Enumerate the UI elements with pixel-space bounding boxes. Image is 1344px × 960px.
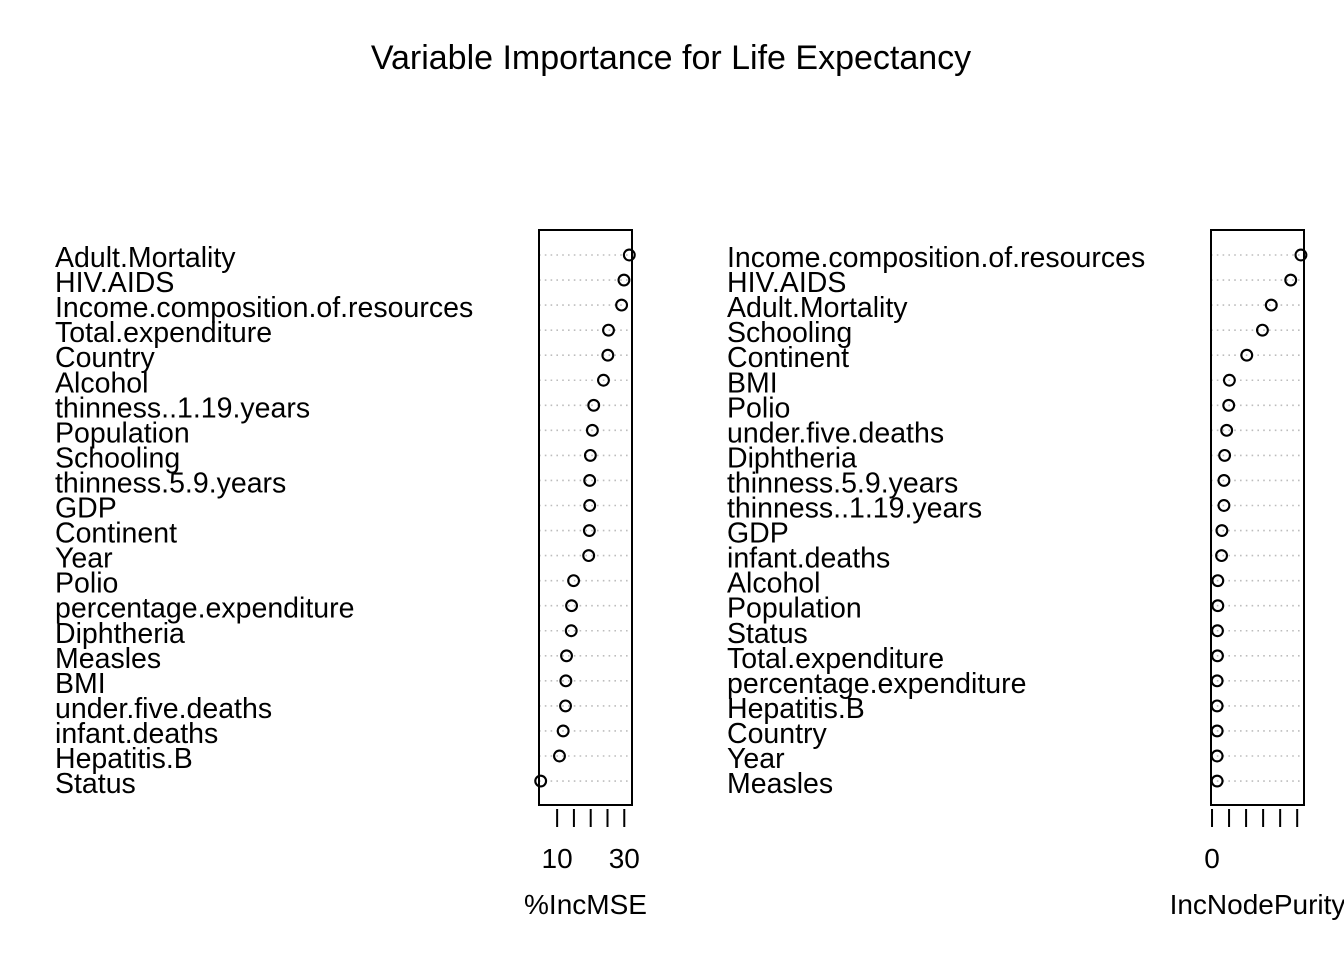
tick-label: 0 — [1204, 843, 1220, 874]
data-point — [1222, 398, 1236, 412]
row-label: percentage.expenditure — [55, 593, 354, 625]
data-point — [622, 248, 636, 262]
data-point — [585, 423, 599, 437]
data-point — [1220, 423, 1234, 437]
data-point — [567, 574, 581, 588]
plot-frame — [1210, 229, 1305, 806]
data-point — [615, 298, 629, 312]
data-point — [1294, 248, 1308, 262]
row-label: infant.deaths — [727, 543, 890, 575]
data-point — [1211, 624, 1224, 638]
row-label: Polio — [55, 568, 118, 600]
row-label: Measles — [55, 643, 161, 675]
data-point — [587, 398, 601, 412]
data-point — [534, 774, 548, 788]
data-point — [583, 448, 597, 462]
row-label: Population — [727, 593, 862, 625]
row-label: GDP — [55, 493, 117, 525]
data-point — [1218, 448, 1232, 462]
data-point — [560, 649, 573, 663]
row-label: Schooling — [55, 442, 180, 474]
row-label: Income.composition.of.resources — [727, 242, 1145, 274]
row-label: Adult.Mortality — [727, 292, 908, 324]
row-label: Alcohol — [55, 367, 148, 399]
data-point — [583, 499, 597, 512]
chart-title: Variable Importance for Life Expectancy — [371, 39, 971, 77]
data-point — [1215, 549, 1229, 563]
data-point — [565, 599, 579, 613]
row-label: GDP — [727, 518, 789, 550]
row-label: Total.expenditure — [727, 643, 944, 675]
row-label: Year — [727, 743, 785, 775]
row-label: Total.expenditure — [55, 317, 272, 349]
row-label: Alcohol — [727, 568, 820, 600]
row-label: Status — [727, 618, 808, 650]
row-label: BMI — [55, 668, 106, 700]
x-axis-label: %IncMSE — [524, 889, 647, 920]
data-point — [1264, 298, 1278, 312]
tick-label: 10 — [542, 843, 573, 874]
data-point — [1215, 524, 1229, 537]
row-label: infant.deaths — [55, 718, 218, 750]
data-point — [1211, 599, 1225, 613]
row-label: Continent — [727, 342, 849, 374]
row-label: Schooling — [727, 317, 852, 349]
data-point — [582, 549, 596, 563]
data-point — [601, 348, 615, 362]
row-label: Measles — [727, 768, 833, 800]
row-label: Diphtheria — [727, 442, 857, 474]
row-label: Hepatitis.B — [55, 743, 193, 775]
data-point — [1240, 348, 1254, 362]
data-point — [582, 524, 596, 537]
data-point — [1255, 323, 1269, 337]
row-label: under.five.deaths — [55, 693, 272, 725]
row-label: thinness..1.19.years — [55, 392, 310, 424]
data-point — [559, 699, 572, 713]
data-point — [1222, 373, 1236, 387]
row-label: Population — [55, 417, 190, 449]
plot-frame — [538, 229, 633, 806]
row-label: thinness..1.19.years — [727, 493, 982, 525]
data-point — [602, 323, 615, 337]
row-label: thinness.5.9.years — [55, 467, 286, 499]
data-point — [617, 273, 631, 287]
row-label: Diphtheria — [55, 618, 185, 650]
row-label: thinness.5.9.years — [727, 467, 958, 499]
data-point — [1217, 474, 1231, 487]
row-label: Continent — [55, 518, 177, 550]
row-label: Polio — [727, 392, 790, 424]
row-label: BMI — [727, 367, 778, 399]
data-point — [556, 724, 570, 738]
row-label: under.five.deaths — [727, 417, 944, 449]
x-axis-label: IncNodePurity — [1170, 889, 1344, 920]
data-point — [597, 373, 610, 387]
row-label: Income.composition.of.resources — [55, 292, 473, 324]
data-point — [564, 624, 578, 638]
row-label: Year — [55, 543, 113, 575]
panel-incmse: Adult.MortalityHIV.AIDSIncome.compositio… — [55, 229, 647, 920]
data-point — [1284, 273, 1298, 287]
panel-incnodepurity: Income.composition.of.resourcesHIV.AIDSA… — [727, 229, 1344, 920]
data-point — [583, 474, 597, 487]
data-point — [1217, 499, 1231, 512]
data-point — [559, 674, 573, 688]
data-point — [553, 749, 566, 763]
row-label: HIV.AIDS — [55, 267, 174, 299]
row-label: Adult.Mortality — [55, 242, 236, 274]
row-label: Status — [55, 768, 136, 800]
data-point — [1211, 649, 1224, 663]
data-point — [1211, 574, 1225, 588]
row-label: percentage.expenditure — [727, 668, 1026, 700]
row-label: Country — [727, 718, 828, 750]
row-label: Country — [55, 342, 156, 374]
row-label: HIV.AIDS — [727, 267, 846, 299]
row-label: Hepatitis.B — [727, 693, 865, 725]
tick-label: 30 — [609, 843, 640, 874]
